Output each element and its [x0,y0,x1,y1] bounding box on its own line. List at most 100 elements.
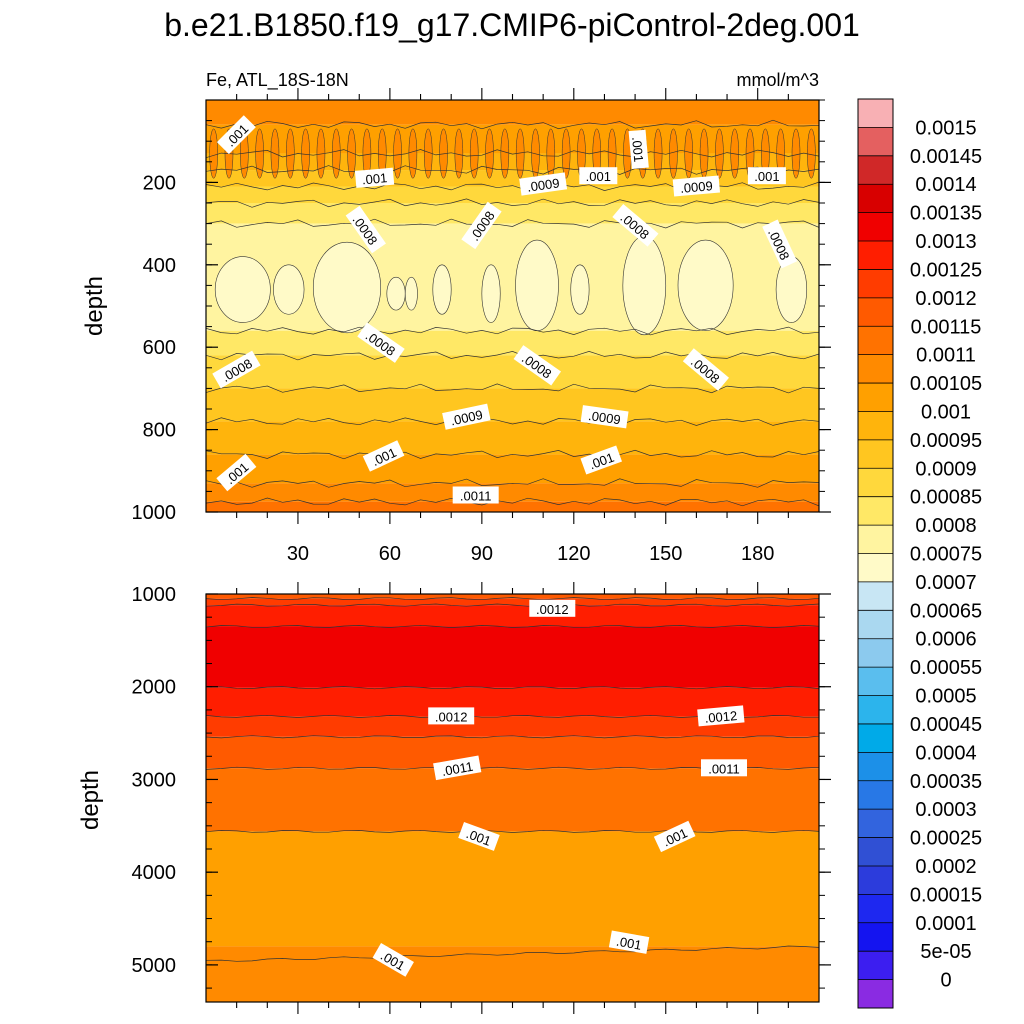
upper-low-iron-blob [386,276,406,311]
contour-label: .0012 [428,707,475,725]
colorbar-label: 0.0002 [915,856,976,878]
colorbar-swatch [858,837,893,867]
chart-title: b.e21.B1850.f19_g17.CMIP6-piControl-2deg… [164,7,860,43]
upper-surface-streak [393,128,402,179]
colorbar-label: 0.0009 [915,458,976,480]
upper-depth-band [206,501,819,512]
contour-label-bg [697,705,745,727]
y-tick-label: 800 [143,420,176,442]
lower-contour-labels: .0012.0012.0012.0011.0011.001.001.001.00… [372,599,747,977]
y-tick-label: 200 [143,172,176,194]
lower-contour-line [206,945,819,962]
upper-low-iron-blob [622,235,667,336]
contour-label-bg [747,167,786,185]
contour-label-bg [608,930,650,954]
x-tick-label: 120 [557,543,590,565]
lower-contour-line [206,829,819,833]
colorbar-label: 0.00085 [910,487,982,509]
y-tick-label: 600 [143,337,176,359]
upper-contour-labels: .001.001.001.001.0009.0009.001.0008.0008… [212,115,798,504]
contour-label: .0011 [433,755,482,781]
contour-label: .0009 [442,403,491,430]
contour-label: .001 [354,167,395,188]
contour-label-text: .0012 [435,709,468,724]
contour-label-bg [653,820,696,853]
upper-depth-band [206,203,819,224]
colorbar-swatch [858,780,893,810]
colorbar-swatch [858,496,893,526]
contour-label-bg [672,175,721,197]
colorbar-label: 0.00035 [910,771,982,793]
upper-contour-line [206,165,819,175]
colorbar-swatch [858,383,893,412]
colorbar-label: 0.0014 [915,174,976,196]
contour-label-bg [682,348,730,391]
lower-y-axis-title: depth [77,770,104,830]
contour-label-bg [354,167,395,188]
upper-contour-line [206,326,819,336]
contour-label: .001 [628,129,649,170]
contour-label-bg [580,445,622,475]
upper-contour-line [206,119,819,130]
upper-panel: .001.001.001.001.0009.0009.001.0008.0008… [81,88,831,565]
upper-low-iron-blob [775,256,808,323]
colorbar-label: 0.00015 [910,884,982,906]
upper-contour-lines [206,119,819,507]
colorbar: 0.0015 0.00145 0.0014 0.00135 0.0013 0.00125 0… [857,98,982,1009]
lower-panel: .0012.0012.0012.0011.0011.001.001.001.00… [77,582,831,1014]
y-tick-label: 3000 [132,769,177,791]
colorbar-swatch [858,667,893,696]
colorbar-label: 5e-05 [920,941,971,963]
x-tick-label: 150 [649,543,682,565]
upper-low-iron-blob [515,239,559,332]
colorbar-swatch [858,809,893,838]
colorbar-label: 0.0003 [915,799,976,821]
upper-depth-band [206,454,819,484]
lower-contour-line [206,686,819,690]
contour-label-text: .001 [615,934,643,953]
colorbar-swatch [858,155,893,185]
colorbar-swatch [858,723,893,753]
contour-label: .001 [747,167,786,185]
x-tick-label: 180 [741,543,774,565]
lower-depth-band [206,946,819,1002]
upper-surface-streak [669,128,678,179]
contour-label-text: .0012 [704,708,738,726]
contour-label-text: .001 [361,170,388,187]
lower-depth-band [206,626,819,688]
lower-contour-line [206,735,819,739]
contour-label: .0009 [580,405,629,429]
colorbar-label: 0.00095 [910,430,982,452]
y-tick-label: 5000 [132,955,177,977]
colorbar-swatch [858,525,893,554]
upper-contour-line [206,149,819,159]
upper-surface-streak [286,128,295,179]
colorbar-swatch [858,241,893,270]
colorbar-label: 0.0012 [915,288,976,310]
colorbar-swatch [858,127,893,157]
contour-label: .0009 [672,175,721,197]
upper-contour-line [206,218,819,229]
y-tick-label: 1000 [132,584,177,606]
contour-label-bg [212,350,261,389]
upper-low-iron-blob [273,264,305,315]
colorbar-swatch [858,468,893,497]
upper-contour-line [206,449,819,460]
colorbar-swatch [858,894,893,924]
contour-label-text: .0009 [587,408,621,427]
contour-label-bg [345,205,386,254]
upper-low-iron-blob [432,264,452,315]
contour-label: .0012 [697,705,745,727]
colorbar-label: 0.0006 [915,629,976,651]
colorbar-swatch [858,184,893,213]
contour-label-bg [579,167,618,185]
contour-label-bg [216,453,257,492]
contour-label: .0011 [452,486,499,504]
upper-surface-streak [500,128,510,179]
left-subtitle: Fe, ATL_18S-18N [206,70,349,91]
contour-label-bg [628,129,649,170]
colorbar-label: 0.0007 [915,572,976,594]
contour-label-text: .0011 [708,761,740,776]
colorbar-label: 0.00105 [910,373,982,395]
colorbar-label: 0.00115 [911,316,982,338]
